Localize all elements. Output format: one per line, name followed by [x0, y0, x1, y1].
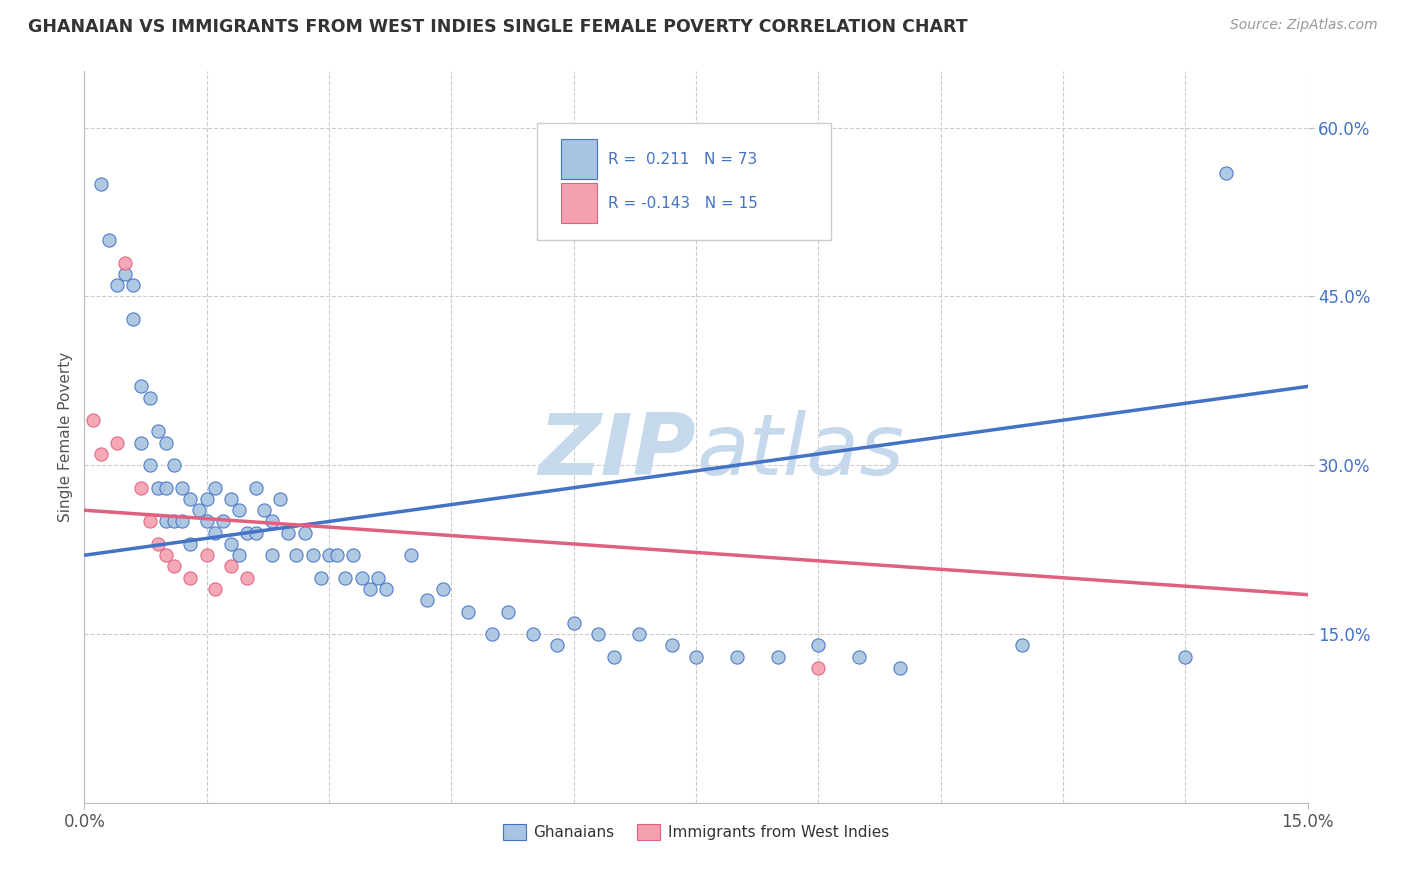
Point: [195, 491, 218, 506]
Point: [122, 312, 145, 326]
Point: [889, 661, 911, 675]
Point: [146, 481, 169, 495]
Point: [131, 435, 153, 450]
Point: [204, 525, 226, 540]
Point: [603, 649, 626, 664]
Point: [807, 638, 830, 652]
Point: [627, 627, 650, 641]
Point: [155, 548, 177, 562]
Point: [416, 593, 439, 607]
Point: [335, 571, 357, 585]
Text: atlas: atlas: [696, 410, 904, 493]
Point: [155, 435, 177, 450]
Y-axis label: Single Female Poverty: Single Female Poverty: [58, 352, 73, 522]
FancyBboxPatch shape: [561, 139, 598, 179]
Point: [245, 525, 267, 540]
Point: [90, 447, 112, 461]
Point: [138, 515, 160, 529]
Point: [179, 537, 201, 551]
Point: [195, 548, 218, 562]
Text: R =  0.211   N = 73: R = 0.211 N = 73: [607, 152, 758, 167]
Point: [195, 515, 218, 529]
Point: [219, 559, 242, 574]
Text: Source: ZipAtlas.com: Source: ZipAtlas.com: [1230, 18, 1378, 32]
Point: [318, 548, 340, 562]
Point: [685, 649, 707, 664]
Point: [131, 379, 153, 393]
Text: GHANAIAN VS IMMIGRANTS FROM WEST INDIES SINGLE FEMALE POVERTY CORRELATION CHART: GHANAIAN VS IMMIGRANTS FROM WEST INDIES …: [28, 18, 967, 36]
Point: [342, 548, 364, 562]
Point: [399, 548, 422, 562]
Point: [82, 413, 104, 427]
Point: [498, 605, 520, 619]
Point: [155, 481, 177, 495]
Point: [172, 481, 194, 495]
Point: [163, 515, 186, 529]
Point: [562, 615, 585, 630]
Point: [661, 638, 683, 652]
Point: [90, 177, 112, 191]
Point: [219, 491, 242, 506]
Point: [1011, 638, 1033, 652]
Point: [172, 515, 194, 529]
Point: [212, 515, 235, 529]
Point: [131, 481, 153, 495]
Point: [146, 425, 169, 439]
Point: [204, 582, 226, 596]
Point: [228, 503, 250, 517]
Point: [219, 537, 242, 551]
Point: [457, 605, 479, 619]
Point: [481, 627, 503, 641]
Point: [277, 525, 299, 540]
Point: [138, 391, 160, 405]
Point: [350, 571, 373, 585]
Point: [294, 525, 316, 540]
Text: ZIP: ZIP: [538, 410, 696, 493]
Point: [848, 649, 870, 664]
Point: [155, 515, 177, 529]
Point: [228, 548, 250, 562]
Point: [260, 548, 283, 562]
Point: [245, 481, 267, 495]
Point: [522, 627, 544, 641]
Point: [725, 649, 748, 664]
Point: [432, 582, 454, 596]
Legend: Ghanaians, Immigrants from West Indies: Ghanaians, Immigrants from West Indies: [496, 818, 896, 847]
Point: [309, 571, 332, 585]
FancyBboxPatch shape: [537, 122, 831, 240]
Point: [359, 582, 381, 596]
Point: [269, 491, 291, 506]
Point: [260, 515, 283, 529]
Point: [204, 481, 226, 495]
Point: [114, 255, 136, 269]
Point: [546, 638, 568, 652]
Point: [163, 458, 186, 473]
Point: [122, 278, 145, 293]
Point: [179, 571, 201, 585]
Point: [367, 571, 389, 585]
Point: [105, 435, 128, 450]
Point: [285, 548, 308, 562]
Point: [146, 537, 169, 551]
Point: [187, 503, 209, 517]
Point: [301, 548, 323, 562]
Point: [236, 571, 259, 585]
Point: [1215, 166, 1237, 180]
Point: [766, 649, 789, 664]
Point: [807, 661, 830, 675]
Point: [253, 503, 276, 517]
Point: [1174, 649, 1197, 664]
FancyBboxPatch shape: [561, 183, 598, 223]
Point: [179, 491, 201, 506]
Point: [326, 548, 349, 562]
Point: [138, 458, 160, 473]
Point: [236, 525, 259, 540]
Point: [586, 627, 609, 641]
Point: [105, 278, 128, 293]
Point: [97, 233, 120, 247]
Point: [375, 582, 398, 596]
Point: [163, 559, 186, 574]
Text: R = -0.143   N = 15: R = -0.143 N = 15: [607, 195, 758, 211]
Point: [114, 267, 136, 281]
